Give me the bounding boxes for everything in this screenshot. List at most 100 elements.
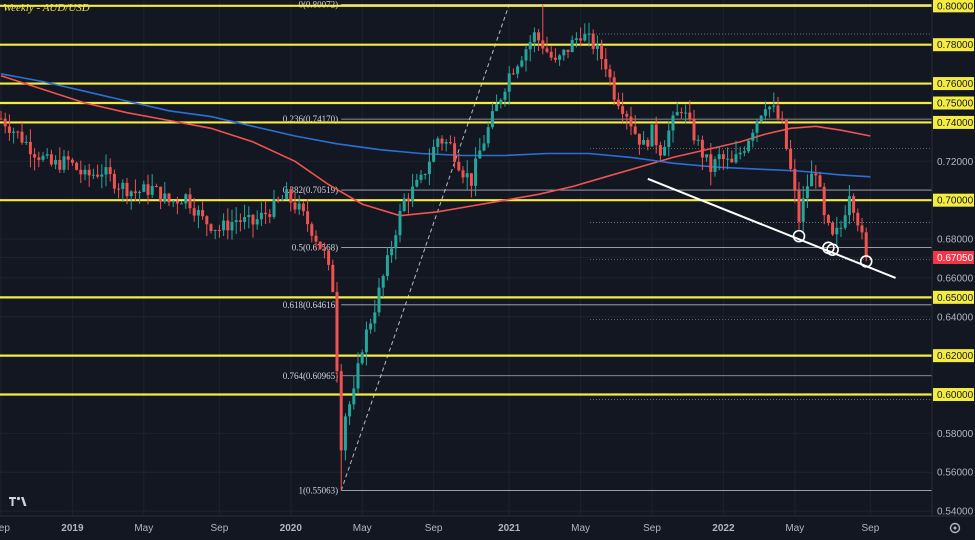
candle-body	[625, 113, 629, 117]
candle-body	[587, 33, 591, 35]
candle-body	[503, 91, 507, 100]
candle-body	[66, 156, 70, 160]
candle-body	[117, 188, 121, 190]
candle-body	[805, 186, 809, 199]
candle-body	[423, 174, 427, 176]
candle-body	[469, 173, 473, 186]
candle-body	[738, 152, 742, 155]
candle-body	[45, 154, 49, 156]
candle-body	[154, 186, 158, 188]
fib-level-label: 0.5(0.67568)	[292, 242, 339, 252]
fib-level-label: 0.382(0.70519)	[283, 185, 339, 195]
candle-body	[545, 48, 549, 52]
candle-body	[12, 131, 16, 133]
candle-body	[591, 33, 595, 49]
candle-body	[285, 189, 289, 200]
current-price-badge	[933, 251, 974, 264]
trendline-touch-marker	[826, 243, 839, 257]
candle-body	[3, 118, 7, 127]
candle-body	[175, 200, 179, 204]
candle-body	[259, 212, 263, 220]
candle-body	[205, 216, 209, 225]
candle-body	[675, 112, 679, 116]
candle-body	[58, 159, 62, 170]
candle-body	[142, 184, 146, 192]
candle-body	[276, 198, 280, 201]
candle-body	[356, 363, 360, 389]
candle-body	[373, 312, 377, 324]
candle-body	[721, 154, 725, 160]
level-price-badge	[933, 96, 974, 110]
candle-body	[847, 196, 851, 216]
candle-body	[864, 232, 868, 258]
level-price-badge	[933, 290, 974, 304]
fib-level-label: 0.764(0.60965)	[283, 371, 339, 381]
candle-body	[310, 224, 314, 236]
candle-body	[272, 198, 276, 217]
candle-body	[339, 371, 343, 451]
candle-body	[125, 182, 129, 197]
candle-body	[730, 158, 734, 163]
candle-body	[843, 215, 847, 228]
candle-body	[553, 57, 557, 60]
candle-body	[789, 148, 793, 169]
candle-body	[717, 154, 721, 160]
candle-body	[369, 323, 373, 330]
candle-body	[747, 140, 751, 152]
candle-body	[440, 138, 444, 144]
candle-body	[495, 104, 499, 112]
candle-body	[684, 112, 688, 114]
horizontal-levels-layer	[0, 4, 932, 396]
candle-body	[188, 194, 192, 209]
price-axis-label: 0.68000	[937, 235, 974, 246]
candle-body	[301, 203, 305, 212]
candle-body	[49, 154, 53, 165]
candle-body	[705, 154, 709, 158]
candle-body	[583, 33, 587, 41]
candle-body	[558, 55, 562, 60]
candle-body	[83, 169, 87, 175]
candle-body	[679, 112, 683, 114]
price-axis-label: 0.78000	[937, 40, 974, 51]
settings-gear-icon[interactable]	[949, 522, 961, 534]
candle-body	[784, 119, 788, 149]
price-axis-label: 0.80000	[937, 1, 974, 12]
candle-body	[427, 161, 431, 175]
time-axis-label: Sep	[862, 523, 880, 534]
candle-body	[810, 173, 814, 187]
candle-body	[385, 255, 389, 276]
candle-body	[217, 229, 221, 231]
candle-body	[335, 291, 339, 372]
candle-body	[566, 49, 570, 52]
candle-body	[532, 32, 536, 43]
candle-body	[96, 174, 100, 177]
candle-body	[226, 220, 230, 231]
candle-body	[482, 143, 486, 151]
candle-body	[453, 143, 457, 162]
candle-body	[327, 250, 331, 265]
candle-body	[108, 167, 112, 174]
candle-body	[642, 140, 646, 145]
candle-body	[146, 184, 150, 195]
candle-body	[461, 170, 465, 178]
candle-body	[377, 287, 381, 313]
candle-body	[776, 105, 780, 119]
candle-body	[230, 222, 234, 231]
candle-body	[238, 220, 242, 222]
candle-body	[814, 173, 818, 176]
trendline-touch-marker	[792, 229, 806, 243]
candle-body	[163, 193, 167, 202]
fib-anchor-line	[340, 4, 510, 491]
candle-body	[390, 248, 394, 256]
candle-body	[444, 142, 448, 144]
time-axis-label: 2019	[61, 523, 84, 534]
candle-body	[646, 140, 650, 147]
candle-body	[658, 145, 662, 156]
candle-body	[755, 121, 759, 133]
candle-body	[255, 219, 259, 225]
candle-body	[62, 156, 66, 170]
candle-body	[293, 202, 297, 210]
candle-body	[654, 124, 658, 146]
